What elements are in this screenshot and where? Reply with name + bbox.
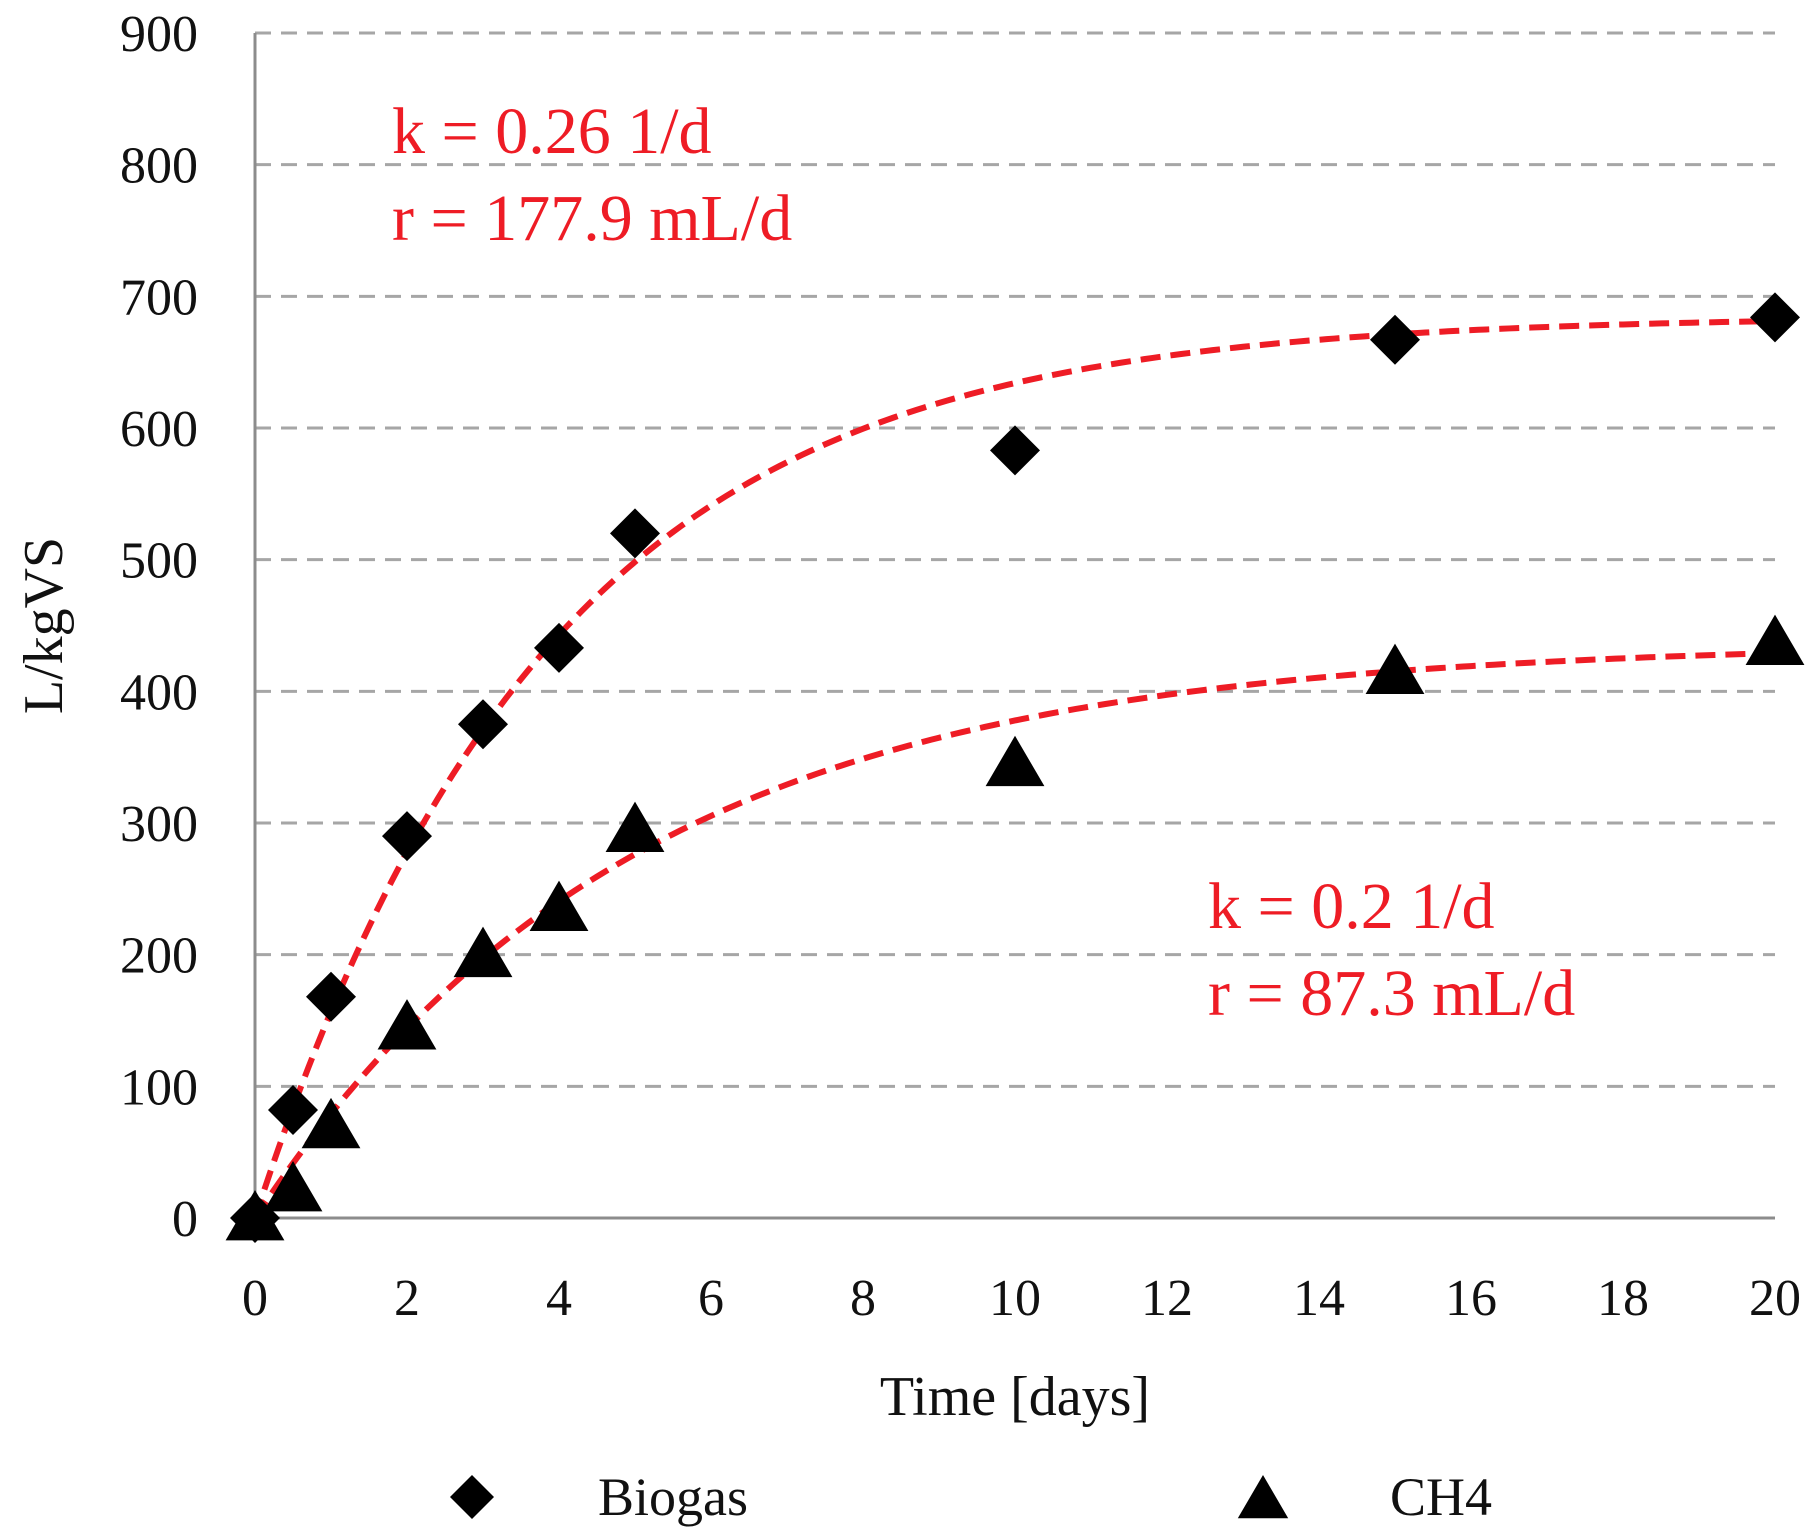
fit-curve-ch4	[252, 650, 1776, 1220]
biogas-point-5	[534, 622, 584, 673]
biogas-point-2	[306, 971, 356, 1022]
legend-biogas-label: Biogas	[598, 1467, 748, 1527]
y-tick-label-0: 0	[172, 1191, 198, 1248]
x-tick-label-0: 0	[242, 1270, 268, 1327]
y-tick-label-200: 200	[120, 928, 198, 985]
ch4-point-1	[263, 1161, 323, 1212]
fit-curve-biogas	[252, 318, 1776, 1219]
biogas-point-4	[458, 699, 508, 750]
data-markers	[225, 292, 1805, 1243]
fit-curves	[252, 318, 1776, 1220]
ch4-point-3	[377, 999, 437, 1050]
legend-biogas-diamond-icon	[450, 1475, 494, 1519]
x-tick-label-4: 4	[546, 1270, 572, 1327]
ch4-point-8	[1365, 643, 1425, 694]
x-axis-title: Time [days]	[880, 1366, 1150, 1428]
y-tick-label-600: 600	[120, 401, 198, 458]
legend-ch4-label: CH4	[1390, 1467, 1492, 1527]
y-tick-label-300: 300	[120, 796, 198, 853]
y-tick-labels: 0 100 200 300 400 500 600 700 800 900	[120, 6, 198, 1248]
biogas-point-6	[610, 508, 660, 559]
legend-ch4-triangle-icon	[1237, 1475, 1289, 1519]
x-tick-label-16: 16	[1445, 1270, 1497, 1327]
ch4-point-6	[605, 801, 665, 852]
ch4-point-2	[301, 1097, 361, 1149]
legend: Biogas CH4	[450, 1467, 1492, 1527]
y-axis-title: L/kgVS	[13, 537, 75, 714]
y-tick-label-800: 800	[120, 138, 198, 195]
x-tick-label-20: 20	[1749, 1270, 1801, 1327]
ch4-r-annotation: r = 87.3 mL/d	[1208, 957, 1575, 1030]
ch4-k-annotation: k = 0.2 1/d	[1208, 870, 1495, 943]
x-tick-label-10: 10	[989, 1270, 1041, 1327]
y-tick-label-500: 500	[120, 533, 198, 590]
axes	[253, 33, 1775, 1220]
y-tick-label-900: 900	[120, 6, 198, 63]
x-tick-label-6: 6	[698, 1270, 724, 1327]
ch4-point-4	[453, 926, 513, 978]
y-tick-label-100: 100	[120, 1059, 198, 1116]
x-tick-label-18: 18	[1597, 1270, 1649, 1327]
biogas-point-9	[1750, 292, 1800, 343]
x-tick-label-12: 12	[1141, 1270, 1193, 1327]
x-tick-labels: 0 2 4 6 8 10 12 14 16 18 20	[242, 1270, 1801, 1327]
ch4-point-5	[529, 880, 589, 931]
x-tick-label-8: 8	[850, 1270, 876, 1327]
biogas-r-annotation: r = 177.9 mL/d	[392, 182, 792, 255]
ch4-point-7	[985, 735, 1045, 787]
biogas-k-annotation: k = 0.26 1/d	[392, 95, 712, 168]
biogas-point-8	[1370, 314, 1420, 365]
ch4-point-0	[225, 1190, 285, 1241]
y-tick-label-400: 400	[120, 664, 198, 721]
x-tick-label-2: 2	[394, 1270, 420, 1327]
x-tick-label-14: 14	[1293, 1270, 1345, 1327]
biogas-point-7	[990, 425, 1040, 476]
ch4-point-9	[1745, 614, 1805, 666]
y-tick-label-700: 700	[120, 269, 198, 326]
biogas-point-3	[382, 811, 432, 862]
biogas-point-1	[268, 1085, 318, 1136]
